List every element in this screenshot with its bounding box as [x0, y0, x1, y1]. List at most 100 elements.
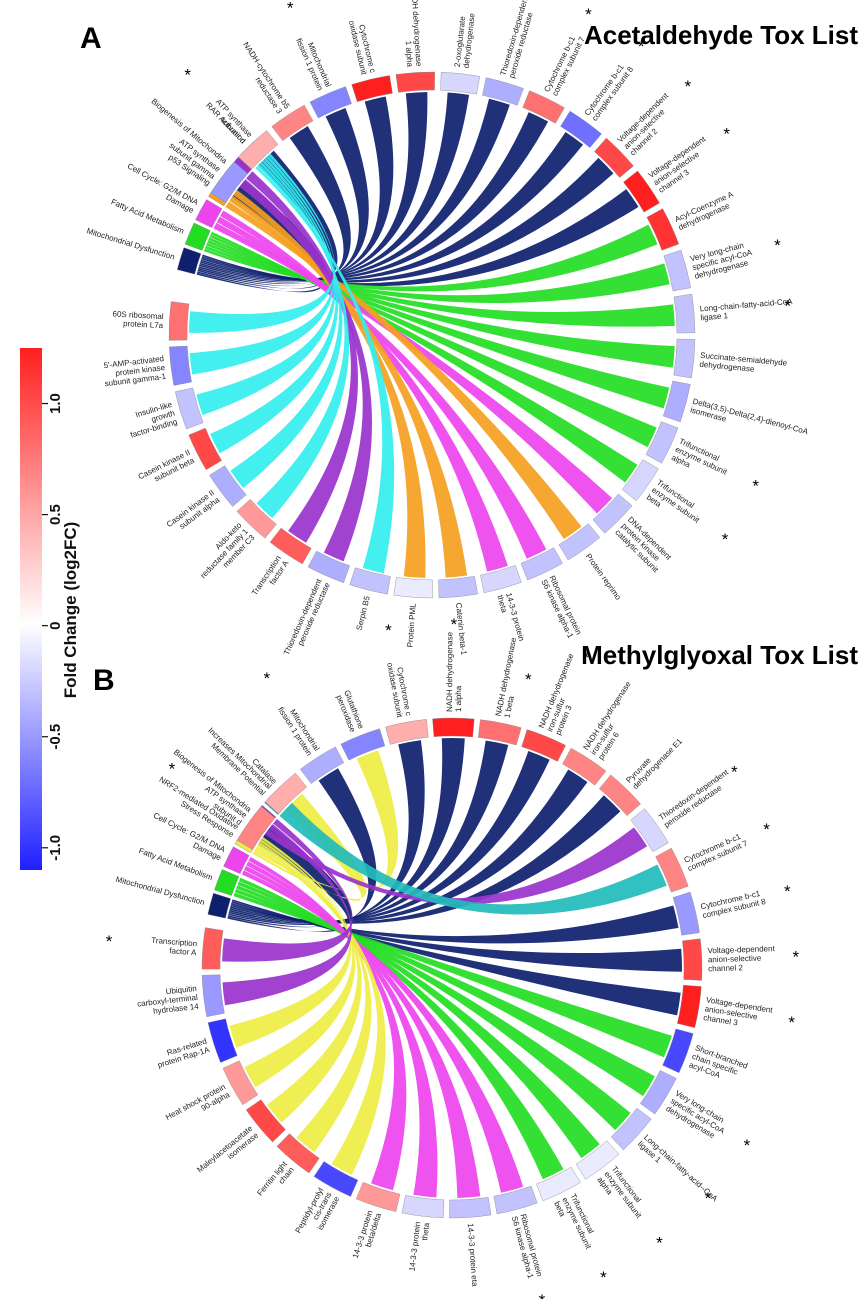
chord-ribbon — [207, 240, 675, 368]
gene-segment — [264, 772, 308, 815]
pathway-segment — [214, 869, 240, 896]
gene-segment — [168, 301, 190, 341]
chord-ribbon — [231, 899, 681, 1016]
gene-segment — [482, 77, 524, 106]
gene-segment — [594, 137, 634, 178]
chord-ribbon — [230, 161, 343, 488]
colorbar-tick-label: 1.0 — [47, 393, 64, 414]
chord-ribbon — [209, 234, 657, 448]
panel-b-title: Methylglyoxal Tox List — [581, 640, 858, 670]
gene-label: Ribosomal proteinS6 kinase alpha-1 — [510, 1213, 544, 1280]
chord-ribbon — [189, 155, 335, 375]
gene-label: Voltage-dependentanion-selectivechannel … — [647, 134, 718, 195]
chord-ribbon — [210, 159, 339, 454]
chord-ribbon — [213, 222, 613, 514]
segment-layer — [168, 71, 696, 599]
gene-label: Serpin B5 — [355, 595, 372, 632]
gene-segment — [340, 728, 386, 761]
significance-star: * — [585, 5, 592, 24]
pathway-segment — [207, 892, 231, 919]
gene-label: Ras-relatedprotein Rap-1A — [154, 1036, 211, 1069]
ribbon-layer — [189, 92, 675, 578]
pathway-segment — [223, 846, 250, 874]
gene-label: Cytochrome b-c1complex subunit 7 — [683, 830, 750, 873]
chord-ribbon — [252, 793, 367, 901]
significance-star: * — [731, 762, 738, 781]
gene-segment — [662, 1028, 694, 1074]
gene-segment — [682, 938, 703, 981]
gene-segment — [560, 110, 602, 148]
gene-label: Protein PML — [406, 602, 418, 647]
chord-ribbon — [196, 157, 336, 416]
significance-star: * — [763, 820, 770, 839]
chord-ribbon — [208, 237, 670, 409]
chord-ribbon — [202, 189, 639, 287]
significance-star: * — [287, 0, 294, 17]
chord-ribbon — [220, 210, 508, 572]
significance-star: * — [744, 1136, 751, 1155]
chord-ribbon — [229, 195, 468, 578]
significance-star: * — [385, 621, 392, 640]
significance-star: * — [184, 66, 191, 85]
panel-a-title: Acetaldehyde Tox List — [584, 20, 858, 50]
gene-segment — [432, 717, 475, 738]
gene-label: Peptidyl-prolylcis-transisomerase — [293, 1186, 341, 1244]
chord-ribbon — [229, 769, 588, 923]
significance-star: * — [774, 236, 781, 255]
gene-label: Trifunctionalenzyme subunitbeta — [645, 478, 707, 533]
gene-segment — [478, 719, 522, 746]
gene-label: Short-branchedchain specificacyl-CoA — [688, 1043, 749, 1087]
chord-ribbon — [234, 888, 655, 1097]
gene-label: 14-3-3 protein eta — [466, 1223, 480, 1287]
chord-ribbon — [230, 902, 679, 944]
chord-ribbon — [233, 190, 426, 578]
gene-label: 5'-AMP-activatedprotein kinasesubunit ga… — [102, 354, 167, 388]
pathway-segment — [184, 222, 211, 251]
gene-segment — [621, 459, 659, 502]
chord-ribbon — [203, 224, 658, 292]
gene-segment — [276, 1133, 320, 1174]
gene-segment — [269, 527, 312, 565]
gene-label: Cytochrome b-c1complex subunit 8 — [583, 59, 636, 122]
gene-segment — [385, 719, 429, 745]
gene-label: Thioredoxin-dependentperoxide reductase — [657, 767, 735, 829]
significance-star: * — [169, 759, 176, 778]
colorbar-tick-label: 0 — [47, 621, 64, 629]
significance-star: * — [784, 297, 791, 316]
chord-ribbon — [198, 96, 394, 283]
gene-segment — [640, 1070, 677, 1115]
significance-star: * — [705, 1189, 712, 1208]
gene-segment — [610, 1107, 652, 1151]
chord-ribbon — [222, 818, 353, 962]
gene-segment — [401, 1195, 445, 1219]
pathway-segment — [177, 247, 202, 275]
significance-star: * — [583, 648, 590, 667]
gene-label: Long-chain-fatty-acid-CoAligase 1 — [699, 297, 794, 323]
pathway-label: Mitochondrial Dysfunction — [115, 875, 206, 907]
gene-segment — [349, 567, 391, 595]
chord-ribbon — [239, 877, 564, 1180]
gene-segment — [207, 1018, 238, 1063]
significance-star: * — [106, 932, 113, 951]
gene-label: Trifunctionalenzyme subunitalpha — [595, 1164, 651, 1226]
chord-ribbon — [228, 740, 425, 926]
gene-label: Casein kinase IIsubunit beta — [137, 448, 196, 490]
chord-ribbon — [225, 201, 582, 540]
significance-star: * — [638, 37, 645, 56]
gene-segment — [592, 493, 633, 534]
gene-segment — [562, 747, 607, 786]
chord-ribbon — [248, 856, 407, 1191]
gene-label: NADH dehydrogenase1 alpha — [445, 631, 463, 712]
ribbon-layer — [222, 738, 682, 1198]
chord-ribbon — [231, 901, 682, 972]
gene-label: Mitochondrialfission 1 protein — [276, 700, 321, 757]
significance-star: * — [723, 125, 730, 144]
gene-label: Aldo-ketoreductase family 1member C3 — [192, 520, 257, 586]
significance-star: * — [656, 1233, 663, 1252]
colorbar-tick-label: -1.0 — [47, 835, 64, 861]
gene-label: Pyruvatedehydrogenase E1 — [624, 730, 684, 791]
gene-segment — [201, 974, 225, 1017]
gene-label: Transcriptionfactor A — [150, 936, 198, 958]
chord-ribbon — [197, 126, 351, 287]
gene-segment — [558, 523, 601, 561]
